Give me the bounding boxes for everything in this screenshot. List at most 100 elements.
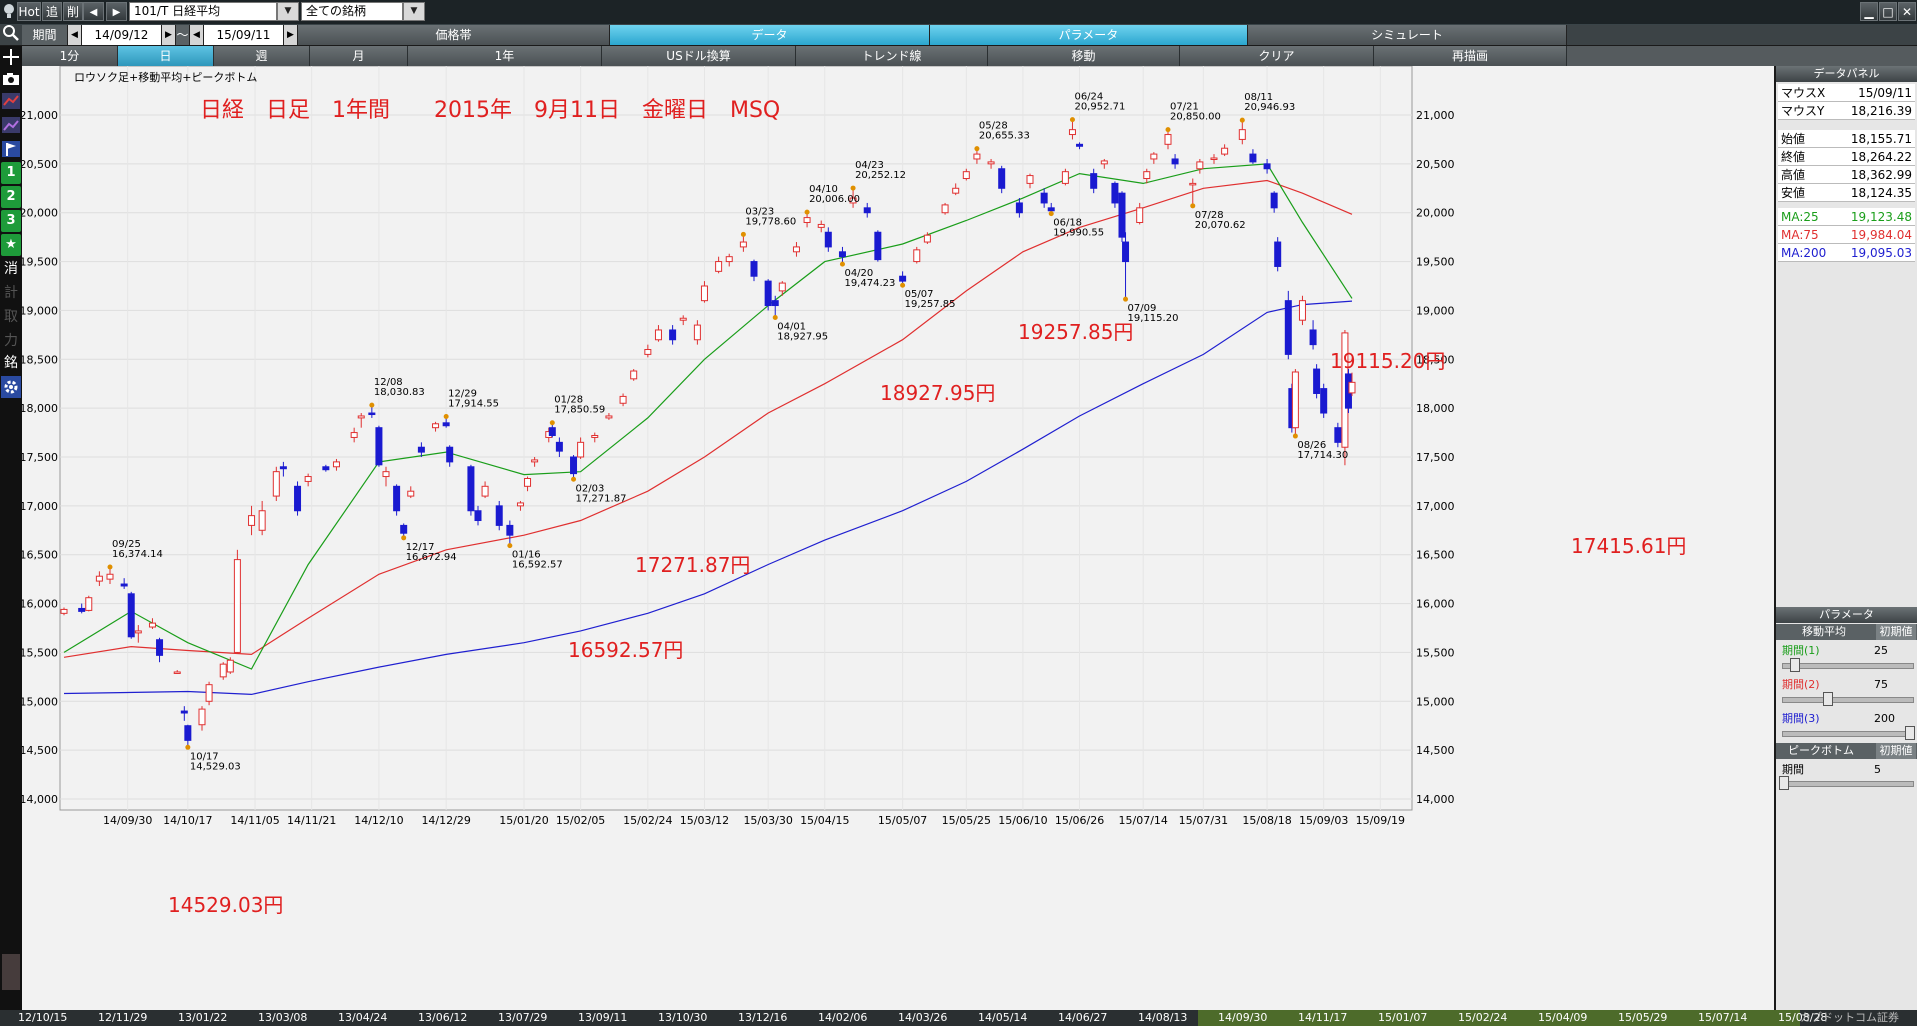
period2-value[interactable]: 75 <box>1874 678 1888 691</box>
tab-simulate[interactable]: シミュレート <box>1248 25 1567 45</box>
peak-date-label: 07/21 <box>1170 102 1199 113</box>
candle-body <box>700 285 708 302</box>
candle-body <box>1047 207 1055 212</box>
end-prev-button[interactable]: ◀ <box>190 25 204 45</box>
camera-icon[interactable] <box>1 68 21 90</box>
data-panel-value: 15/09/11 <box>1858 86 1912 100</box>
ma-label: 移動平均 <box>1802 625 1846 638</box>
interval-week-button[interactable]: 週 <box>214 46 310 66</box>
interval-day-button[interactable]: 日 <box>118 46 214 66</box>
symbol-button[interactable]: 銘 <box>4 355 18 371</box>
move-button[interactable]: 移動 <box>988 46 1180 66</box>
period-label: 期間 <box>22 25 68 45</box>
start-date-field[interactable]: 14/09/12 <box>82 25 162 45</box>
data-panel-value: 19,123.48 <box>1850 210 1912 224</box>
peak-slider-knob[interactable] <box>1779 776 1789 790</box>
candle-body <box>120 583 128 587</box>
candle-body <box>322 466 330 471</box>
peak-marker <box>850 185 856 191</box>
candle-body <box>913 249 921 263</box>
peak-period-value[interactable]: 5 <box>1874 763 1881 776</box>
candle-body <box>1249 153 1257 163</box>
gear-icon[interactable] <box>1 376 21 398</box>
end-date-field[interactable]: 15/09/11 <box>204 25 284 45</box>
lightbulb-icon[interactable] <box>2 2 16 21</box>
timeline-range-highlight[interactable] <box>1198 1010 1800 1026</box>
tab-data[interactable]: データ <box>610 25 930 45</box>
timeline-date-label: 15/05/29 <box>1618 1011 1668 1024</box>
timeline-date-label: 14/05/14 <box>978 1011 1028 1024</box>
minimize-icon[interactable]: ▁ <box>1860 2 1878 21</box>
redraw-button[interactable]: 再描画 <box>1374 46 1567 66</box>
peak-value-label: 20,252.12 <box>855 170 906 181</box>
range-1year-button[interactable]: 1年 <box>408 46 602 66</box>
period3-value[interactable]: 200 <box>1874 712 1895 725</box>
start-next-button[interactable]: ▶ <box>162 25 176 45</box>
period2-slider[interactable] <box>1782 697 1914 703</box>
period1-slider-knob[interactable] <box>1790 658 1800 672</box>
preset-1-button[interactable]: 1 <box>1 162 21 184</box>
search-icon[interactable] <box>1 22 21 44</box>
next-arrow-button[interactable]: ▶ <box>106 2 127 21</box>
preset-2-button[interactable]: 2 <box>1 186 21 208</box>
clear-button[interactable]: クリア <box>1180 46 1374 66</box>
ma-section-header: 移動平均 初期値 <box>1776 624 1917 640</box>
period2-slider-knob[interactable] <box>1823 692 1833 706</box>
delete-button[interactable]: 削 <box>63 2 83 21</box>
candle-body <box>605 415 613 419</box>
trendline-button[interactable]: トレンド線 <box>796 46 988 66</box>
candle-body <box>1111 182 1119 204</box>
candlestick-chart[interactable]: 14,000 14,000 14,500 14,500 15,000 15,000 15,5… <box>20 26 1774 1010</box>
x-tick-label: 15/06/10 <box>998 814 1047 827</box>
maximize-icon[interactable]: □ <box>1879 2 1897 21</box>
candle-body <box>442 422 450 427</box>
interval-month-button[interactable]: 月 <box>310 46 408 66</box>
candle-body <box>1040 192 1048 204</box>
period3-slider-knob[interactable] <box>1905 726 1915 740</box>
hot-button[interactable]: Hot <box>17 2 41 21</box>
peak-slider[interactable] <box>1782 781 1914 787</box>
mini-chart-icon[interactable] <box>2 954 20 990</box>
candle-body <box>1238 129 1246 140</box>
chart-compare-icon[interactable] <box>1 114 21 136</box>
interval-1min-button[interactable]: 1分 <box>22 46 118 66</box>
preset-3-button[interactable]: 3 <box>1 210 21 232</box>
group-dropdown-icon[interactable]: ▼ <box>403 2 425 21</box>
add-button[interactable]: 追 <box>42 2 62 21</box>
period1-value[interactable]: 25 <box>1874 644 1888 657</box>
chart-line-icon[interactable] <box>1 90 21 112</box>
close-icon[interactable]: ✕ <box>1898 2 1916 21</box>
erase-button[interactable]: 消 <box>4 261 18 277</box>
peak-init-button[interactable]: 初期値 <box>1876 743 1916 759</box>
end-next-button[interactable]: ▶ <box>284 25 298 45</box>
period1-slider[interactable] <box>1782 663 1914 669</box>
timeline-date-label: 14/09/30 <box>1218 1011 1268 1024</box>
y-tick-label-right: 19,500 <box>1416 256 1455 269</box>
tab-parameters[interactable]: パラメータ <box>930 25 1248 45</box>
power-button[interactable]: 力 <box>4 333 18 349</box>
chart-area[interactable]: 14,000 14,000 14,500 14,500 15,000 15,000 15,5… <box>20 26 1774 1010</box>
usd-convert-button[interactable]: USドル換算 <box>602 46 796 66</box>
symbol-dropdown-icon[interactable]: ▼ <box>277 2 299 21</box>
crosshair-icon[interactable] <box>1 46 21 68</box>
group-select[interactable]: 全ての銘柄 <box>301 2 403 21</box>
tab-price-range[interactable]: 価格帯 <box>298 25 610 45</box>
flag-icon[interactable] <box>1 138 21 160</box>
candle-body <box>382 471 390 478</box>
candle-body <box>495 505 503 526</box>
calc-button[interactable]: 計 <box>4 285 18 301</box>
timeline-scrollbar[interactable]: 12/10/15 12/11/29 13/01/22 13/03/08 13/04/24… <box>0 1010 1917 1026</box>
plot-frame <box>59 65 1413 811</box>
favorite-star-button[interactable]: ★ <box>1 234 21 256</box>
x-tick-label: 15/07/31 <box>1179 814 1228 827</box>
prev-arrow-button[interactable]: ◀ <box>83 2 104 21</box>
start-prev-button[interactable]: ◀ <box>68 25 82 45</box>
candle-body <box>198 708 206 726</box>
take-button[interactable]: 取 <box>4 309 18 325</box>
peak-date-label: 12/29 <box>448 388 477 399</box>
x-tick-label: 15/08/18 <box>1242 814 1291 827</box>
symbol-select[interactable]: 101/T 日経平均 <box>129 2 277 21</box>
period3-slider[interactable] <box>1782 731 1914 737</box>
peak-value-label: 20,070.62 <box>1195 220 1246 231</box>
ma-init-button[interactable]: 初期値 <box>1876 624 1916 640</box>
